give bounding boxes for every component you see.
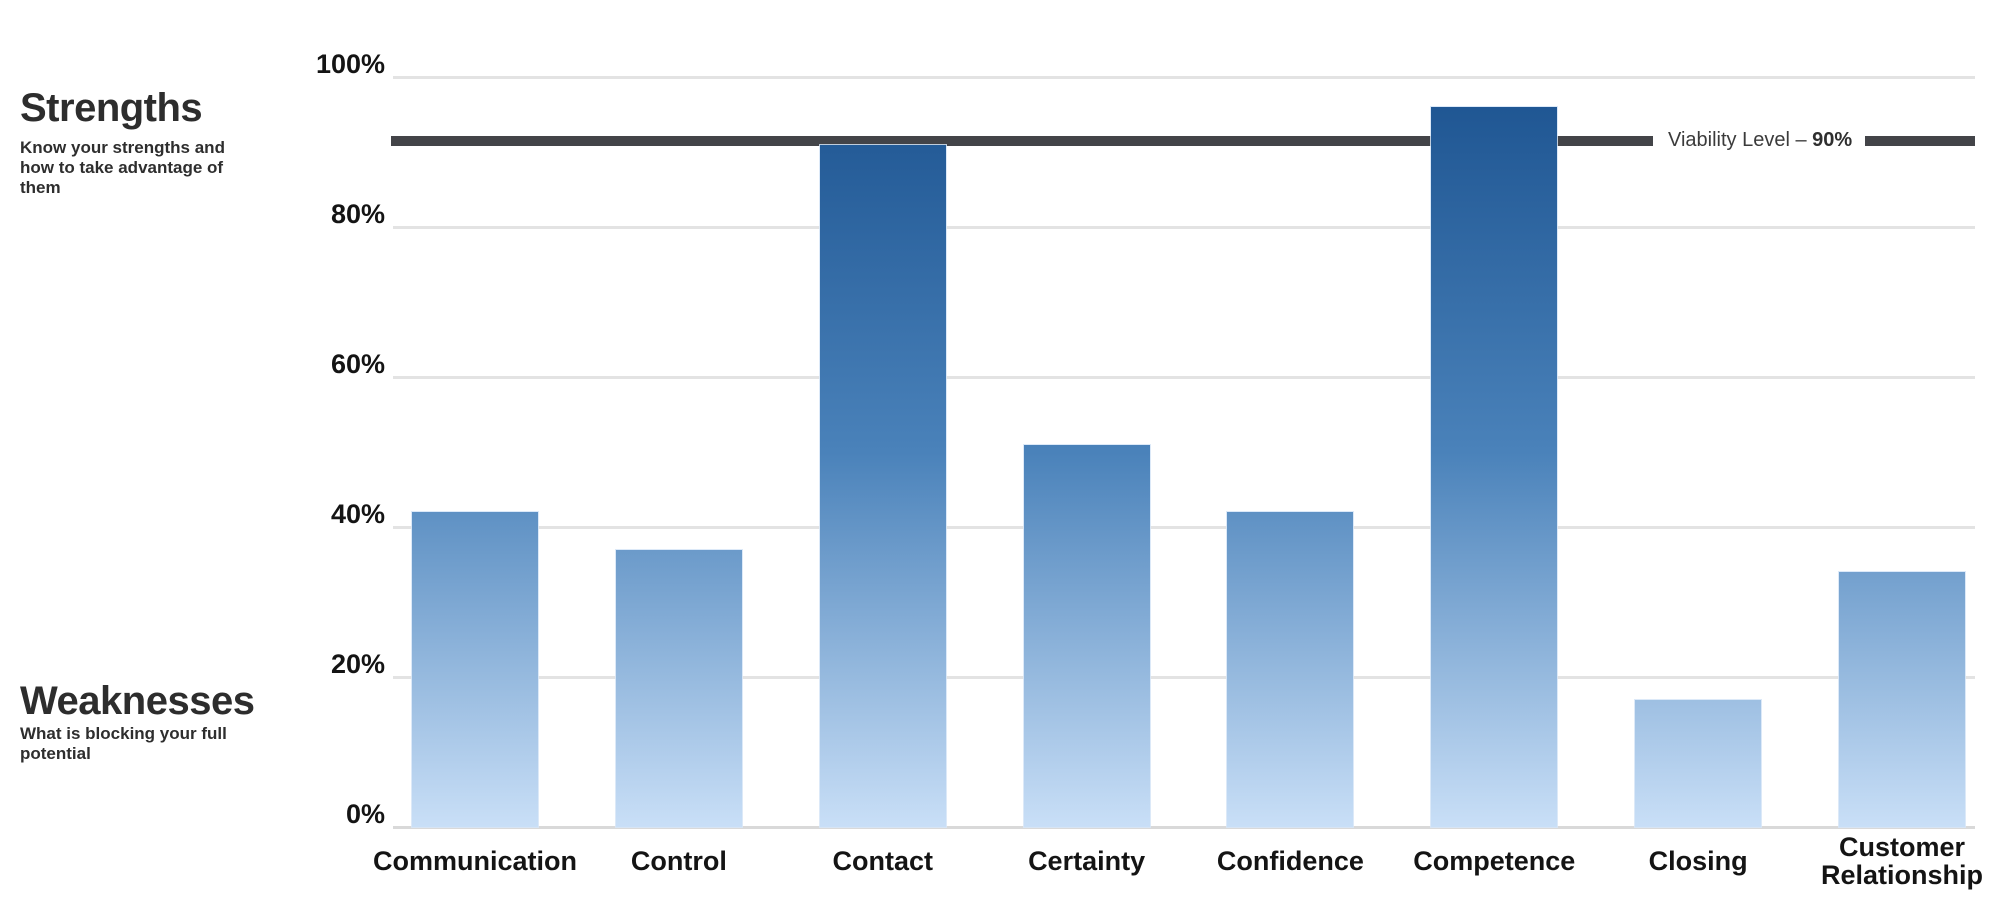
strengths-title: Strengths	[20, 86, 203, 130]
gridline	[393, 376, 1975, 379]
bar-control	[615, 549, 742, 827]
strengths-subtitle: Know your strengths and how to take adva…	[20, 138, 225, 197]
y-tick-label: 20%	[330, 649, 385, 679]
weaknesses-subtitle: What is blocking your full potential	[20, 724, 227, 763]
category-label: Closing	[1648, 846, 1748, 876]
category-label: Certainty	[1028, 846, 1146, 876]
category-label: Competence	[1413, 846, 1576, 876]
bar-customer-relationship	[1839, 572, 1966, 827]
viability-value: 90%	[1812, 129, 1853, 152]
y-tick-label: 0%	[345, 799, 385, 829]
category-label: Control	[630, 846, 727, 876]
viability-line-left-segment	[391, 135, 1653, 146]
y-tick-label: 60%	[330, 349, 385, 379]
y-tick-label: 100%	[315, 49, 385, 79]
category-label: Communication	[372, 846, 577, 876]
category-label: Confidence	[1216, 846, 1364, 876]
bar-confidence	[1227, 512, 1354, 827]
bar-competence	[1431, 107, 1558, 827]
bar-contact	[819, 144, 946, 827]
gridline	[393, 826, 1975, 829]
category-label: Contact	[832, 846, 933, 876]
y-tick-label: 80%	[330, 199, 385, 229]
weaknesses-title: Weaknesses	[20, 679, 255, 723]
category-label: Customer Relationship	[1821, 832, 1984, 890]
viability-label: Viability Level – 90%	[1668, 129, 1852, 152]
gridline	[393, 226, 1975, 229]
gridline	[393, 676, 1975, 679]
viability-line: Viability Level – 90%	[391, 129, 1975, 151]
viability-line-right-segment	[1865, 135, 1975, 146]
bar-closing	[1635, 699, 1762, 827]
bar-communication	[412, 512, 538, 827]
viability-label-text: Viability Level –	[1668, 129, 1813, 152]
gridline	[393, 76, 1975, 79]
gridline	[393, 526, 1975, 529]
y-tick-label: 40%	[330, 499, 385, 529]
bar-certainty	[1023, 444, 1150, 827]
